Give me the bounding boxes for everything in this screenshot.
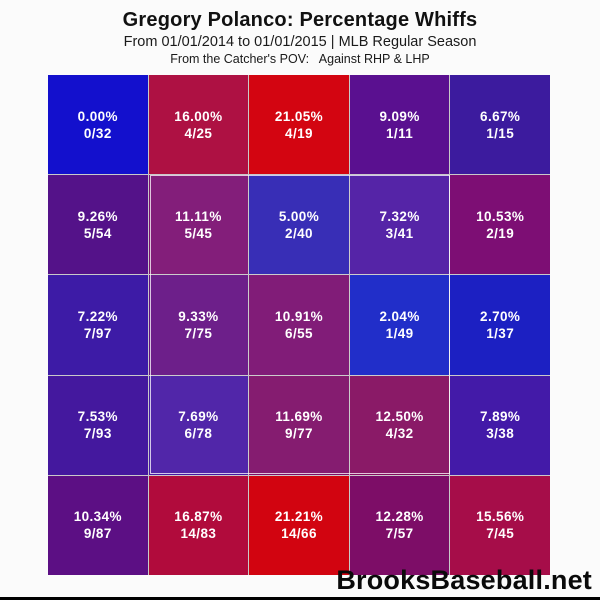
- cell-percentage: 2.70%: [480, 308, 521, 324]
- cell-fraction: 6/55: [285, 325, 313, 341]
- cell-fraction: 14/83: [180, 526, 217, 542]
- cell-fraction: 7/93: [83, 426, 112, 442]
- heatmap-cell-r2-c4: 7.32% 3/41: [349, 175, 450, 275]
- cell-percentage: 9.26%: [77, 208, 118, 224]
- cell-fraction: 4/19: [285, 125, 313, 141]
- cell-fraction: 7/75: [184, 325, 213, 341]
- brand-watermark: BrooksBaseball.net: [336, 565, 592, 595]
- cell-fraction: 14/66: [281, 526, 317, 542]
- heatmap-cell-r5-c5: 15.56% 7/45: [450, 475, 550, 575]
- cell-percentage: 11.11%: [175, 208, 222, 224]
- cell-fraction: 4/32: [385, 426, 414, 442]
- heatmap-cell-r1-c3: 21.05% 4/19: [249, 75, 349, 175]
- cell-percentage: 7.53%: [77, 409, 118, 425]
- cell-percentage: 12.28%: [375, 509, 424, 525]
- heatmap-cell-r2-c5: 10.53% 2/19: [450, 175, 550, 275]
- heatmap-cell-r1-c4: 9.09% 1/11: [349, 75, 450, 175]
- cell-fraction: 3/38: [486, 426, 515, 442]
- heatmap-cell-r5-c3: 21.21% 14/66: [249, 475, 349, 575]
- cell-fraction: 1/49: [385, 325, 414, 341]
- cell-percentage: 21.21%: [274, 509, 324, 525]
- cell-percentage: 6.67%: [480, 108, 521, 124]
- heatmap-cell-r3-c5: 2.70% 1/37: [450, 275, 550, 375]
- cell-fraction: 2/40: [285, 225, 313, 241]
- cell-fraction: 3/41: [385, 225, 414, 241]
- cell-fraction: 1/37: [486, 325, 515, 341]
- cell-fraction: 1/15: [486, 125, 515, 141]
- heatmap-cell-r3-c2: 9.33% 7/75: [148, 275, 249, 375]
- cell-fraction: 1/11: [386, 125, 414, 141]
- bottom-border: [0, 597, 600, 600]
- cell-percentage: 5.00%: [278, 208, 320, 224]
- heatmap-cell-r1-c2: 16.00% 4/25: [148, 75, 249, 175]
- cell-fraction: 6/78: [184, 426, 213, 442]
- cell-fraction: 9/77: [285, 426, 313, 442]
- cell-percentage: 15.56%: [476, 509, 525, 525]
- cell-percentage: 16.87%: [174, 509, 223, 525]
- cell-percentage: 10.91%: [274, 308, 324, 324]
- cell-percentage: 12.50%: [375, 409, 424, 425]
- cell-fraction: 7/45: [486, 526, 515, 542]
- cell-fraction: 4/25: [184, 125, 213, 141]
- cell-percentage: 11.69%: [275, 409, 323, 425]
- cell-fraction: 7/57: [385, 526, 414, 542]
- heatmap-cell-r4-c3: 11.69% 9/77: [249, 375, 349, 475]
- cell-percentage: 0.00%: [77, 108, 118, 124]
- cell-percentage: 2.04%: [379, 308, 420, 324]
- heatmap-cell-r1-c5: 6.67% 1/15: [450, 75, 550, 175]
- heatmap-cell-r4-c5: 7.89% 3/38: [450, 375, 550, 475]
- chart-header: Gregory Polanco: Percentage Whiffs From …: [0, 9, 600, 67]
- cell-percentage: 7.32%: [379, 208, 420, 224]
- cell-fraction: 0/32: [83, 125, 112, 141]
- heatmap-cell-r3-c4: 2.04% 1/49: [349, 275, 450, 375]
- cell-fraction: 2/19: [486, 225, 515, 241]
- heatmap-cell-r1-c1: 0.00% 0/32: [48, 75, 148, 175]
- heatmap-cell-r3-c3: 10.91% 6/55: [249, 275, 349, 375]
- cell-percentage: 7.89%: [480, 409, 521, 425]
- heatmap-cell-r2-c2: 11.11% 5/45: [148, 175, 249, 275]
- cell-fraction: 5/54: [83, 225, 112, 241]
- cell-fraction: 7/97: [83, 325, 112, 341]
- cell-percentage: 21.05%: [274, 108, 324, 124]
- cell-percentage: 9.09%: [379, 108, 420, 124]
- cell-percentage: 10.34%: [73, 509, 122, 525]
- cell-fraction: 5/45: [184, 225, 213, 241]
- page-title: Gregory Polanco: Percentage Whiffs: [122, 9, 478, 31]
- date-range-subtitle: From 01/01/2014 to 01/01/2015 | MLB Regu…: [123, 34, 477, 50]
- heatmap-grid: 0.00% 0/32 16.00% 4/25 21.05% 4/19 9.09% 1/11 6.…: [48, 75, 550, 575]
- heatmap-cell-r4-c1: 7.53% 7/93: [48, 375, 148, 475]
- pov-caption: From the Catcher's POV: Against RHP & LH…: [170, 52, 430, 66]
- heatmap-cell-r5-c1: 10.34% 9/87: [48, 475, 148, 575]
- cell-percentage: 10.53%: [476, 208, 525, 224]
- cell-percentage: 9.33%: [178, 308, 219, 324]
- heatmap-cell-r2-c3: 5.00% 2/40: [249, 175, 349, 275]
- heatmap-cell-r5-c2: 16.87% 14/83: [148, 475, 249, 575]
- cell-percentage: 7.69%: [178, 409, 219, 425]
- heatmap-cell-r4-c2: 7.69% 6/78: [148, 375, 249, 475]
- heatmap: 0.00% 0/32 16.00% 4/25 21.05% 4/19 9.09% 1/11 6.…: [48, 75, 550, 575]
- cell-percentage: 7.22%: [77, 308, 118, 324]
- cell-percentage: 16.00%: [174, 108, 223, 124]
- heatmap-cell-r4-c4: 12.50% 4/32: [349, 375, 450, 475]
- heatmap-cell-r5-c4: 12.28% 7/57: [349, 475, 450, 575]
- heatmap-cell-r3-c1: 7.22% 7/97: [48, 275, 148, 375]
- heatmap-cell-r2-c1: 9.26% 5/54: [48, 175, 148, 275]
- cell-fraction: 9/87: [83, 526, 112, 542]
